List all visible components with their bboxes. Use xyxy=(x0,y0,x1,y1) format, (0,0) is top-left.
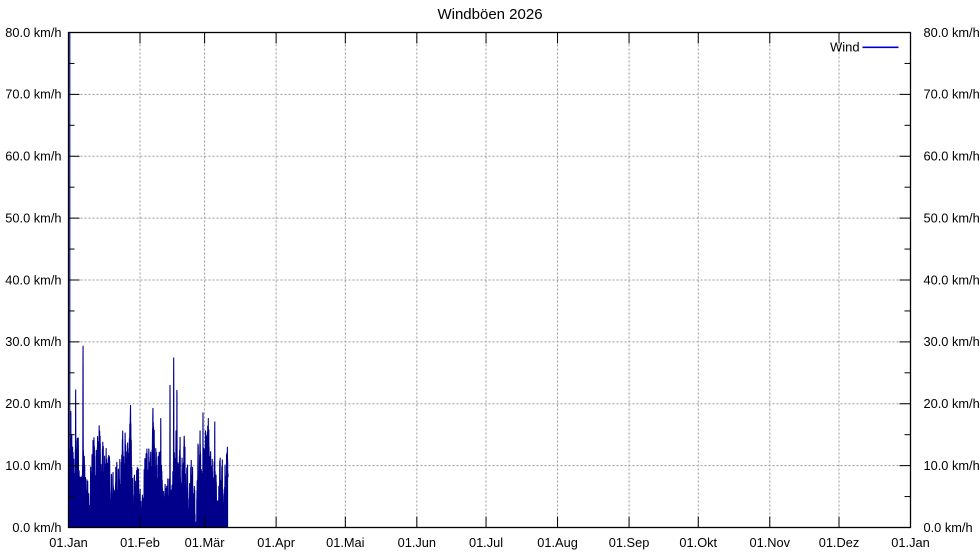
svg-text:40.0 km/h: 40.0 km/h xyxy=(924,272,980,287)
svg-text:80.0 km/h: 80.0 km/h xyxy=(924,25,980,40)
svg-text:01.Jul: 01.Jul xyxy=(469,535,503,550)
svg-text:0.0 km/h: 0.0 km/h xyxy=(924,520,973,535)
svg-text:01.Jun: 01.Jun xyxy=(398,535,436,550)
svg-text:01.Sep: 01.Sep xyxy=(609,535,650,550)
svg-text:70.0 km/h: 70.0 km/h xyxy=(5,87,61,102)
svg-text:30.0 km/h: 30.0 km/h xyxy=(5,334,61,349)
svg-text:01.Mai: 01.Mai xyxy=(326,535,364,550)
svg-text:20.0 km/h: 20.0 km/h xyxy=(5,396,61,411)
svg-text:40.0 km/h: 40.0 km/h xyxy=(5,272,61,287)
svg-text:01.Jan: 01.Jan xyxy=(891,535,929,550)
svg-text:60.0 km/h: 60.0 km/h xyxy=(924,149,980,164)
svg-text:10.0 km/h: 10.0 km/h xyxy=(5,458,61,473)
svg-text:01.Dez: 01.Dez xyxy=(819,535,860,550)
svg-text:60.0 km/h: 60.0 km/h xyxy=(5,149,61,164)
svg-text:Wind: Wind xyxy=(830,40,860,55)
svg-text:80.0 km/h: 80.0 km/h xyxy=(5,25,61,40)
svg-text:01.Okt: 01.Okt xyxy=(679,535,717,550)
svg-text:01.Apr: 01.Apr xyxy=(257,535,295,550)
svg-text:01.Aug: 01.Aug xyxy=(537,535,578,550)
svg-text:50.0 km/h: 50.0 km/h xyxy=(5,210,61,225)
svg-text:01.Mär: 01.Mär xyxy=(185,535,226,550)
svg-text:10.0 km/h: 10.0 km/h xyxy=(924,458,980,473)
svg-text:01.Jan: 01.Jan xyxy=(49,535,87,550)
svg-text:01.Feb: 01.Feb xyxy=(120,535,160,550)
svg-text:01.Nov: 01.Nov xyxy=(750,535,791,550)
svg-text:50.0 km/h: 50.0 km/h xyxy=(924,210,980,225)
svg-text:70.0 km/h: 70.0 km/h xyxy=(924,87,980,102)
svg-text:30.0 km/h: 30.0 km/h xyxy=(924,334,980,349)
svg-text:20.0 km/h: 20.0 km/h xyxy=(924,396,980,411)
svg-text:0.0 km/h: 0.0 km/h xyxy=(12,520,61,535)
